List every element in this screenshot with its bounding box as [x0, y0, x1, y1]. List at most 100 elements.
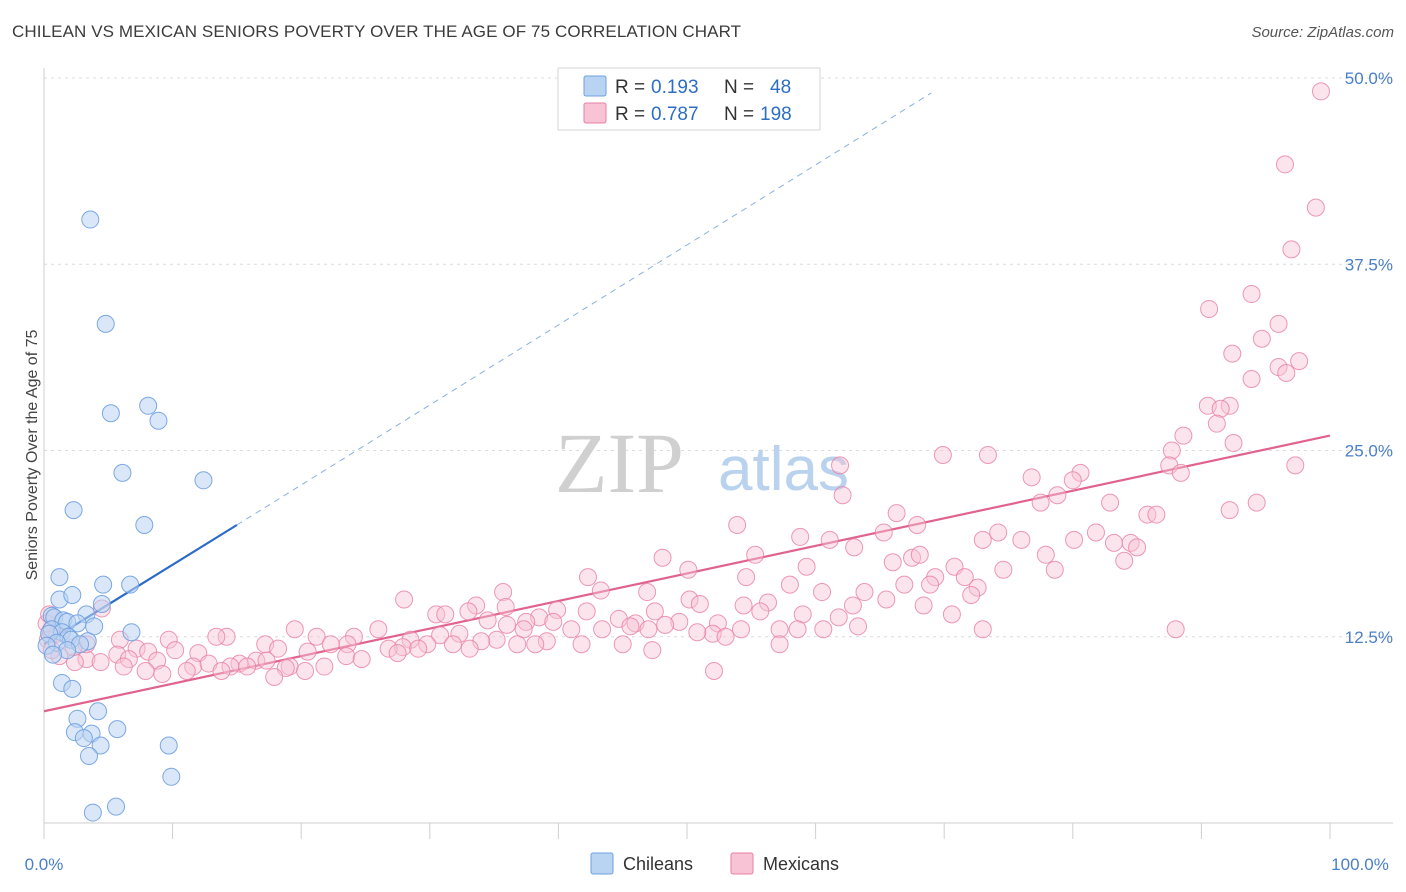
legend-n-value-2: 198	[760, 104, 792, 125]
mexicans-point	[395, 590, 414, 609]
mexicans-point	[1306, 198, 1325, 217]
mexicans-point	[77, 650, 96, 669]
mexicans-point	[478, 611, 497, 630]
chileans-point	[162, 767, 181, 786]
mexicans-point	[895, 575, 914, 594]
mexicans-point	[705, 662, 724, 681]
mexicans-point	[1071, 463, 1090, 482]
mexicans-point	[690, 594, 709, 613]
mexicans-point	[1065, 530, 1084, 549]
chileans-point	[101, 404, 120, 423]
mexicans-point	[791, 527, 810, 546]
mexicans-point	[962, 586, 981, 605]
mexicans-point	[393, 638, 412, 657]
bottom-swatch-chileans	[590, 852, 614, 875]
mexicans-point	[369, 620, 388, 639]
y-tick-label: 12.5%	[1345, 628, 1393, 647]
mexicans-point	[968, 578, 987, 597]
mexicans-point	[572, 635, 591, 654]
mexicans-point	[708, 614, 727, 633]
watermark-atlas: atlas	[718, 435, 849, 504]
mexicans-point	[1277, 364, 1296, 383]
mexicans-point	[108, 645, 127, 664]
mexicans-point	[732, 620, 751, 639]
mexicans-point	[1269, 314, 1288, 333]
mexicans-point	[1138, 505, 1157, 524]
mexicans-point	[577, 602, 596, 621]
series-legend: Chileans Mexicans	[590, 852, 839, 875]
mexicans-point	[820, 530, 839, 549]
mexicans-point	[883, 553, 902, 572]
mexicans-point	[247, 651, 266, 670]
mexicans-point	[1223, 344, 1242, 363]
mexicans-point	[544, 612, 563, 631]
mexicans-point	[487, 630, 506, 649]
chileans-point	[135, 516, 154, 534]
mexicans-point	[177, 662, 196, 681]
chileans-point	[92, 594, 111, 613]
mexicans-point	[1162, 441, 1181, 460]
mexicans-point	[1012, 530, 1031, 549]
mexicans-point	[427, 605, 446, 624]
mexicans-point	[770, 620, 789, 639]
mexicans-point	[955, 568, 974, 587]
mexicans-point	[1036, 545, 1055, 564]
y-tick-label: 37.5%	[1345, 255, 1393, 274]
legend-r-value-2: 0.787	[651, 104, 699, 125]
axes	[43, 68, 1393, 839]
mexicans-point	[973, 530, 992, 549]
mexicans-point	[238, 657, 257, 676]
mexicans-point	[849, 617, 868, 636]
mexicans-point	[638, 583, 657, 602]
mexicans-point	[746, 545, 765, 564]
chileans-point	[44, 645, 63, 664]
mexicans-point	[751, 602, 770, 621]
mexicans-point	[921, 575, 940, 594]
mexicans-point	[645, 602, 664, 621]
legend-swatch-mexicans	[583, 102, 607, 124]
mexicans-point	[680, 590, 699, 609]
mexicans-point	[207, 627, 226, 646]
mexicans-point	[136, 662, 155, 681]
mexicans-point	[496, 597, 515, 616]
legend-n-label-1: N =	[724, 77, 754, 98]
mexicans-point	[942, 605, 961, 624]
mexicans-point	[379, 639, 398, 658]
mexicans-points	[37, 82, 1330, 686]
mexicans-point	[814, 620, 833, 639]
legend-r-label-1: R =	[615, 77, 645, 98]
mexicans-point	[1048, 486, 1067, 505]
mexicans-point	[265, 667, 284, 686]
mexicans-point	[257, 651, 276, 670]
mexicans-point	[845, 538, 864, 557]
mexicans-point	[337, 647, 356, 666]
chileans-point	[139, 396, 158, 415]
mexicans-point	[321, 635, 340, 654]
mexicans-point	[508, 635, 527, 654]
mexicans-point	[1104, 533, 1123, 552]
mexicans-point	[494, 583, 513, 602]
mexicans-point	[887, 504, 906, 523]
watermark-zip: ZIP	[555, 415, 684, 511]
mexicans-point	[833, 486, 852, 505]
chileans-point	[81, 210, 100, 229]
mexicans-point	[1207, 414, 1226, 433]
mexicans-point	[593, 620, 612, 639]
tick-labels: 12.5% 25.0% 37.5% 50.0% 0.0% 100.0%	[25, 69, 1393, 874]
mexicans-point	[831, 456, 850, 475]
chileans-point	[50, 568, 69, 587]
bottom-legend-mexicans: Mexicans	[763, 854, 839, 874]
chileans-point	[96, 314, 115, 333]
chileans-point	[74, 729, 93, 748]
mexicans-point	[1031, 493, 1050, 512]
source-label: Source: ZipAtlas.com	[1251, 24, 1394, 41]
mexicans-point	[656, 615, 675, 634]
x-tick-label: 100.0%	[1331, 855, 1389, 874]
mexicans-point	[1242, 369, 1261, 388]
y-tick-label: 25.0%	[1345, 442, 1393, 461]
mexicans-trend-line	[43, 434, 1331, 713]
bottom-legend-chileans: Chileans	[623, 854, 693, 874]
mexicans-point	[460, 639, 479, 658]
mexicans-point	[737, 568, 756, 587]
mexicans-point	[285, 620, 304, 639]
